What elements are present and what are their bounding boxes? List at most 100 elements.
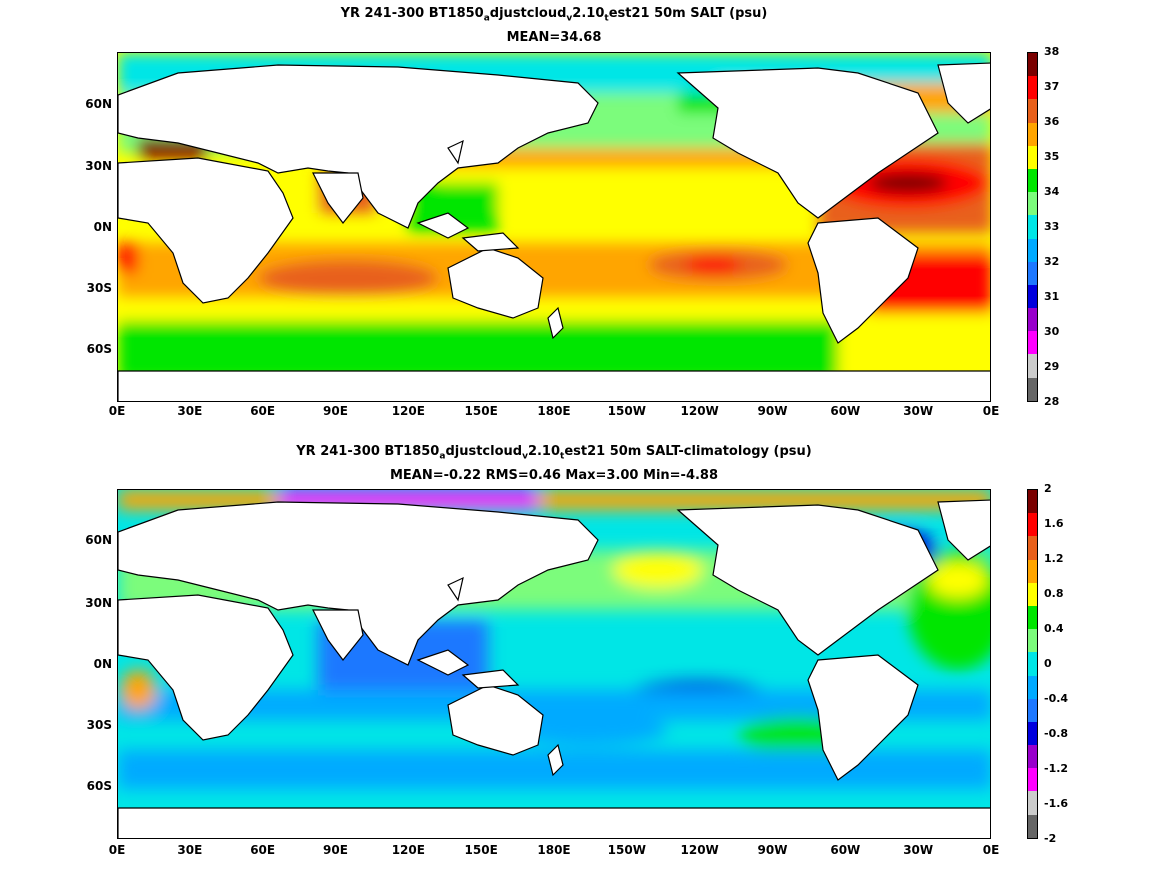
cbar1-swatch [1028, 192, 1037, 216]
p2-xtick-0: 0E [108, 843, 126, 857]
cbar1-label: 34 [1044, 185, 1060, 198]
cbar1-label: 28 [1044, 395, 1060, 408]
cbar2-swatch [1028, 559, 1037, 583]
salinity-map [117, 52, 991, 402]
p2-xtick-10: 60W [830, 843, 861, 857]
cbar2-swatch [1028, 605, 1037, 630]
land-masses-2 [118, 499, 990, 838]
p2-xtick-4: 120E [391, 843, 425, 857]
p1-xtick-3: 90E [323, 404, 348, 418]
cbar2-swatch [1028, 721, 1037, 746]
cbar2-label: 0.8 [1044, 587, 1064, 600]
p1-xtick-8: 120W [680, 404, 719, 418]
p1-xtick-12: 0E [982, 404, 1000, 418]
salinity-map-svg [118, 53, 990, 401]
p2-xtick-6: 180E [537, 843, 571, 857]
p1-ytick-30S: 30S [86, 281, 112, 295]
cbar2-swatch [1028, 582, 1037, 606]
salinity-anomaly-map-svg [118, 490, 990, 838]
p2-xtick-1: 30E [177, 843, 203, 857]
p2-xtick-9: 90W [757, 843, 788, 857]
colorbar-anomaly [1027, 489, 1038, 839]
p1-xtick-7: 150W [607, 404, 646, 418]
p1-xtick-10: 60W [830, 404, 861, 418]
cbar1-swatch [1028, 284, 1037, 309]
p1-ytick-60S: 60S [86, 342, 112, 356]
cbar1-swatch [1028, 354, 1037, 378]
cbar1-label: 35 [1044, 150, 1060, 163]
cbar2-label: -1.2 [1044, 762, 1069, 775]
p2-ytick-60S: 60S [86, 779, 112, 793]
land-masses [118, 62, 990, 401]
cbar1-label: 36 [1044, 115, 1060, 128]
cbar1-swatch [1028, 53, 1037, 77]
p2-ytick-30S: 30S [86, 718, 112, 732]
cbar2-swatch [1028, 490, 1037, 514]
cbar1-swatch [1028, 308, 1037, 332]
p2-xtick-2: 60E [250, 843, 276, 857]
cbar2-swatch [1028, 745, 1037, 769]
cbar1-swatch [1028, 238, 1037, 262]
panel1-subtitle: MEAN=34.68 [506, 30, 602, 45]
p2-ytick-30N: 30N [85, 596, 112, 610]
p2-xtick-12: 0E [982, 843, 1000, 857]
cbar2-label: -0.8 [1044, 727, 1069, 740]
cbar2-label: 0 [1044, 657, 1052, 670]
p1-xtick-5: 150E [464, 404, 498, 418]
cbar2-label: 1.6 [1044, 517, 1064, 530]
cbar2-label: 2 [1044, 482, 1052, 495]
p2-xtick-8: 120W [680, 843, 719, 857]
p2-xtick-5: 150E [464, 843, 498, 857]
p2-xtick-3: 90E [323, 843, 348, 857]
cbar1-swatch [1028, 99, 1037, 123]
cbar2-label: -1.6 [1044, 797, 1069, 810]
p2-ytick-60N: 60N [85, 533, 112, 547]
cbar1-label: 38 [1044, 45, 1060, 58]
cbar1-label: 29 [1044, 360, 1060, 373]
cbar2-swatch [1028, 513, 1037, 537]
p2-xtick-11: 30W [903, 843, 934, 857]
p1-xtick-6: 180E [537, 404, 571, 418]
cbar1-swatch [1028, 145, 1037, 169]
p1-ytick-0N: 0N [93, 220, 112, 234]
cbar2-swatch [1028, 814, 1037, 838]
p1-xtick-1: 30E [177, 404, 203, 418]
cbar2-label: 1.2 [1044, 552, 1064, 565]
p2-xtick-7: 150W [607, 843, 646, 857]
cbar1-label: 32 [1044, 255, 1060, 268]
p1-xtick-9: 90W [757, 404, 788, 418]
p1-xtick-2: 60E [250, 404, 276, 418]
cbar1-swatch [1028, 331, 1037, 355]
cbar1-label: 31 [1044, 290, 1060, 303]
cbar1-label: 37 [1044, 80, 1060, 93]
p1-xtick-11: 30W [903, 404, 934, 418]
p2-ytick-0N: 0N [93, 657, 112, 671]
colorbar-salt [1027, 52, 1038, 402]
cbar1-swatch [1028, 215, 1037, 239]
p1-xtick-4: 120E [391, 404, 425, 418]
cbar2-swatch [1028, 652, 1037, 676]
cbar2-label: -2 [1044, 832, 1057, 845]
salinity-anomaly-map [117, 489, 991, 839]
cbar2-swatch [1028, 675, 1037, 699]
cbar2-label: -0.4 [1044, 692, 1069, 705]
cbar1-swatch [1028, 377, 1037, 401]
cbar2-swatch [1028, 629, 1037, 653]
p1-ytick-60N: 60N [85, 97, 112, 111]
cbar2-label: 0.4 [1044, 622, 1064, 635]
cbar1-swatch [1028, 261, 1037, 285]
cbar1-label: 33 [1044, 220, 1060, 233]
cbar1-swatch [1028, 168, 1037, 193]
cbar2-swatch [1028, 536, 1037, 560]
cbar2-swatch [1028, 698, 1037, 722]
panel1-title: YR 241-300 BT1850adjustcloudv2.10test21 … [340, 6, 768, 24]
cbar2-swatch [1028, 791, 1037, 815]
cbar1-label: 30 [1044, 325, 1060, 338]
p1-ytick-30N: 30N [85, 159, 112, 173]
p1-xtick-0: 0E [108, 404, 126, 418]
cbar2-swatch [1028, 768, 1037, 792]
panel2-subtitle: MEAN=-0.22 RMS=0.46 Max=3.00 Min=-4.88 [389, 468, 719, 483]
panel2-title: YR 241-300 BT1850adjustcloudv2.10test21 … [296, 444, 812, 462]
cbar1-swatch [1028, 76, 1037, 100]
cbar1-swatch [1028, 122, 1037, 146]
